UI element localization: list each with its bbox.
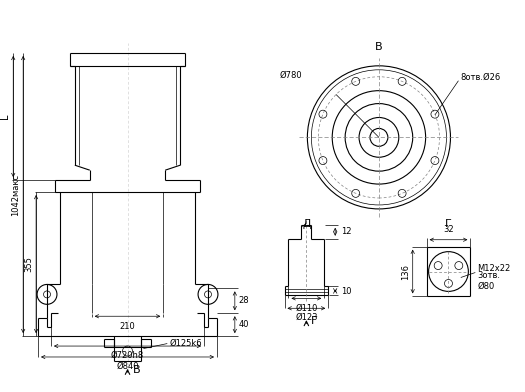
Text: 40: 40 [239, 320, 249, 329]
Text: 136: 136 [401, 263, 410, 279]
Text: 28: 28 [239, 296, 249, 305]
Text: 32: 32 [443, 225, 454, 234]
Text: Ø720h8: Ø720h8 [111, 351, 144, 360]
Text: 1042макс: 1042макс [11, 173, 20, 216]
Text: M12x22: M12x22 [477, 264, 510, 273]
Text: В: В [132, 365, 140, 375]
Text: Г: Г [445, 219, 452, 229]
Text: L: L [0, 114, 10, 119]
Text: Ø110: Ø110 [295, 303, 318, 312]
Text: Ø780: Ø780 [280, 71, 302, 80]
Text: 210: 210 [120, 322, 135, 331]
Text: Ø123: Ø123 [295, 313, 318, 322]
Text: 3отв.: 3отв. [477, 271, 500, 280]
Text: 10: 10 [341, 287, 352, 296]
Text: 12: 12 [341, 227, 352, 236]
Text: Ø80: Ø80 [477, 282, 495, 291]
Text: Д: Д [302, 219, 311, 229]
Text: В: В [375, 42, 383, 52]
Text: Г: Г [311, 316, 318, 326]
Text: 8отв.Ø26: 8отв.Ø26 [460, 73, 501, 82]
Text: Ø125k6: Ø125k6 [169, 339, 202, 348]
Text: Ø840: Ø840 [116, 362, 139, 371]
Text: 355: 355 [24, 256, 33, 272]
